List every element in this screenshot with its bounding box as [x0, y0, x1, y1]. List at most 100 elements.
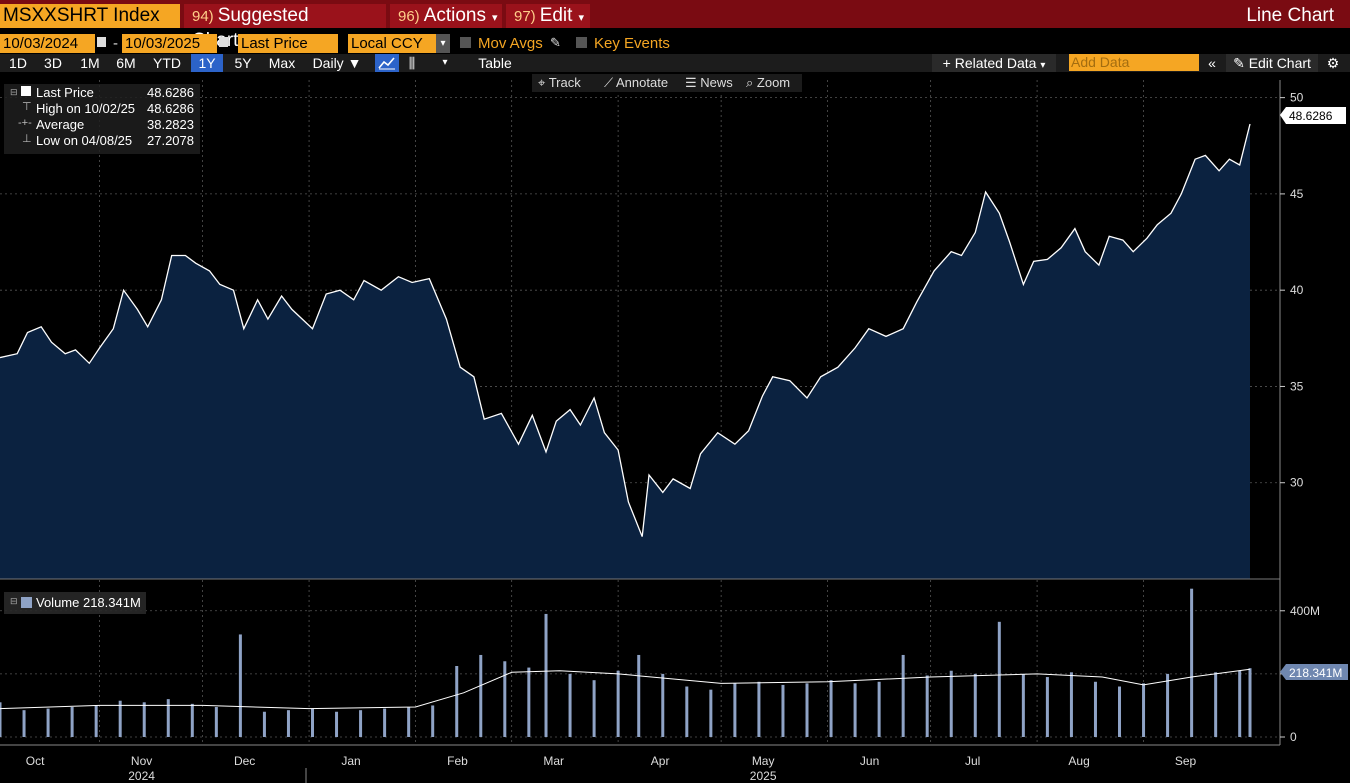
collapse-icon[interactable]: ⊟: [10, 596, 18, 606]
legend-swatch: [21, 86, 31, 96]
zoom-label: Zoom: [756, 75, 791, 90]
news-tool[interactable]: ☰ News: [685, 74, 733, 92]
menu-number: 94): [192, 8, 214, 25]
volume-legend-text: Volume 218.341M: [36, 595, 141, 610]
volume-bar: [142, 702, 146, 737]
period-5y[interactable]: 5Y: [234, 55, 252, 71]
actions-menu[interactable]: 96) Actions ▾: [390, 4, 502, 28]
volume-bar: [407, 707, 411, 737]
pencil-icon[interactable]: ✎: [550, 35, 561, 50]
legend-label: Last Price: [36, 85, 94, 100]
gear-icon[interactable]: ⚙: [1326, 55, 1340, 71]
collapse-icon[interactable]: «: [1208, 55, 1216, 71]
add-data-input[interactable]: Add Data: [1069, 54, 1199, 71]
mov-avgs-label: Mov Avgs: [478, 35, 543, 52]
volume-bar: [661, 673, 665, 737]
start-date-field[interactable]: 10/03/2024: [0, 34, 95, 53]
period-1m[interactable]: 1M: [80, 55, 100, 71]
mov-avgs-checkbox[interactable]: [460, 37, 471, 48]
calendar-icon[interactable]: [97, 37, 106, 47]
date-separator: -: [113, 35, 118, 52]
collapse-icon[interactable]: ⊟: [10, 87, 18, 97]
zoom-tool[interactable]: ⌕ Zoom: [746, 74, 790, 92]
news-label: News: [700, 75, 733, 90]
volume-bar: [853, 683, 857, 737]
volume-bar: [1248, 668, 1252, 737]
edit-menu[interactable]: 97) Edit ▾: [506, 4, 590, 28]
volume-swatch: [21, 597, 32, 608]
key-events-label: Key Events: [594, 35, 670, 52]
volume-bar: [1142, 683, 1146, 737]
y-tick-label: 45: [1290, 187, 1304, 201]
volume-bar: [1118, 686, 1122, 737]
volume-bars: [0, 588, 1252, 737]
related-data-button[interactable]: + Related Data ▾: [932, 54, 1056, 72]
edit-chart-button[interactable]: ✎ Edit Chart: [1226, 54, 1318, 72]
chevron-down-icon[interactable]: ▾: [436, 34, 450, 53]
currency-selector[interactable]: Local CCY: [348, 34, 436, 53]
volume-bar: [877, 681, 881, 737]
volume-bar: [311, 708, 314, 737]
volume-bar: [616, 670, 620, 737]
related-data-label: + Related Data: [942, 55, 1037, 71]
x-tick-label: Sep: [1175, 754, 1197, 768]
ticker-field[interactable]: MSXXSHRT Index: [0, 4, 180, 28]
calendar-icon[interactable]: [219, 37, 228, 47]
bar-chart-icon[interactable]: ⫼: [408, 55, 416, 71]
legend-label: Low on 04/08/25: [36, 133, 133, 148]
field-selector[interactable]: Last Price: [238, 34, 338, 53]
x-tick-label: Aug: [1068, 754, 1089, 768]
volume-bar: [238, 634, 242, 737]
legend-value: 38.2823: [147, 117, 194, 132]
period-1d[interactable]: 1D: [9, 55, 27, 71]
volume-bar: [262, 711, 266, 737]
average-marker-icon: -+-: [18, 117, 32, 129]
volume-bar: [286, 710, 290, 737]
annotate-tool[interactable]: ⟋ Annotate: [604, 74, 668, 92]
key-events-checkbox[interactable]: [576, 37, 587, 48]
period-6m[interactable]: 6M: [116, 55, 136, 71]
period-1y[interactable]: 1Y: [191, 54, 223, 72]
volume-bar: [925, 675, 929, 737]
menu-label: Edit: [539, 5, 573, 26]
volume-bar: [757, 681, 761, 737]
volume-bar: [455, 666, 459, 737]
volume-bar: [949, 670, 953, 737]
volume-bar: [118, 700, 122, 737]
track-label: Track: [548, 75, 581, 90]
volume-bar: [1166, 673, 1170, 737]
frequency-selector[interactable]: Daily ▼: [312, 55, 362, 71]
volume-bar: [592, 680, 596, 737]
end-date-field[interactable]: 10/03/2025: [122, 34, 217, 53]
chevron-down-icon[interactable]: ▾: [442, 57, 448, 68]
volume-bar: [527, 667, 531, 737]
x-tick-label: Jun: [860, 754, 879, 768]
volume-bar: [214, 707, 218, 737]
y-tick-label: 400M: [1290, 604, 1320, 618]
period-max[interactable]: Max: [268, 55, 296, 71]
chevron-down-icon: ▾: [578, 12, 584, 24]
x-tick-label: Apr: [651, 754, 670, 768]
volume-bar: [503, 661, 507, 737]
volume-bar: [901, 654, 905, 737]
volume-bar: [22, 710, 26, 737]
price-line: [0, 123, 1251, 537]
period-ytd[interactable]: YTD: [153, 55, 181, 71]
x-tick-label: Nov: [131, 754, 152, 768]
volume-bar: [94, 705, 98, 737]
suggested-charts-menu[interactable]: 94)Suggested Charts▾: [184, 4, 386, 51]
legend-label: Average: [36, 117, 85, 132]
annotate-icon: ⟋: [604, 75, 614, 90]
table-button[interactable]: Table: [478, 55, 512, 71]
period-3d[interactable]: 3D: [44, 55, 62, 71]
legend-value: 27.2078: [147, 133, 194, 148]
volume-bar: [997, 621, 1001, 737]
volume-bar: [166, 699, 170, 737]
volume-bar: [733, 683, 737, 737]
track-tool[interactable]: ⌖ Track: [538, 74, 581, 92]
x-tick-label: Mar: [543, 754, 564, 768]
volume-bar: [359, 710, 363, 737]
volume-bar: [1021, 673, 1025, 737]
line-chart-icon[interactable]: [375, 54, 399, 72]
